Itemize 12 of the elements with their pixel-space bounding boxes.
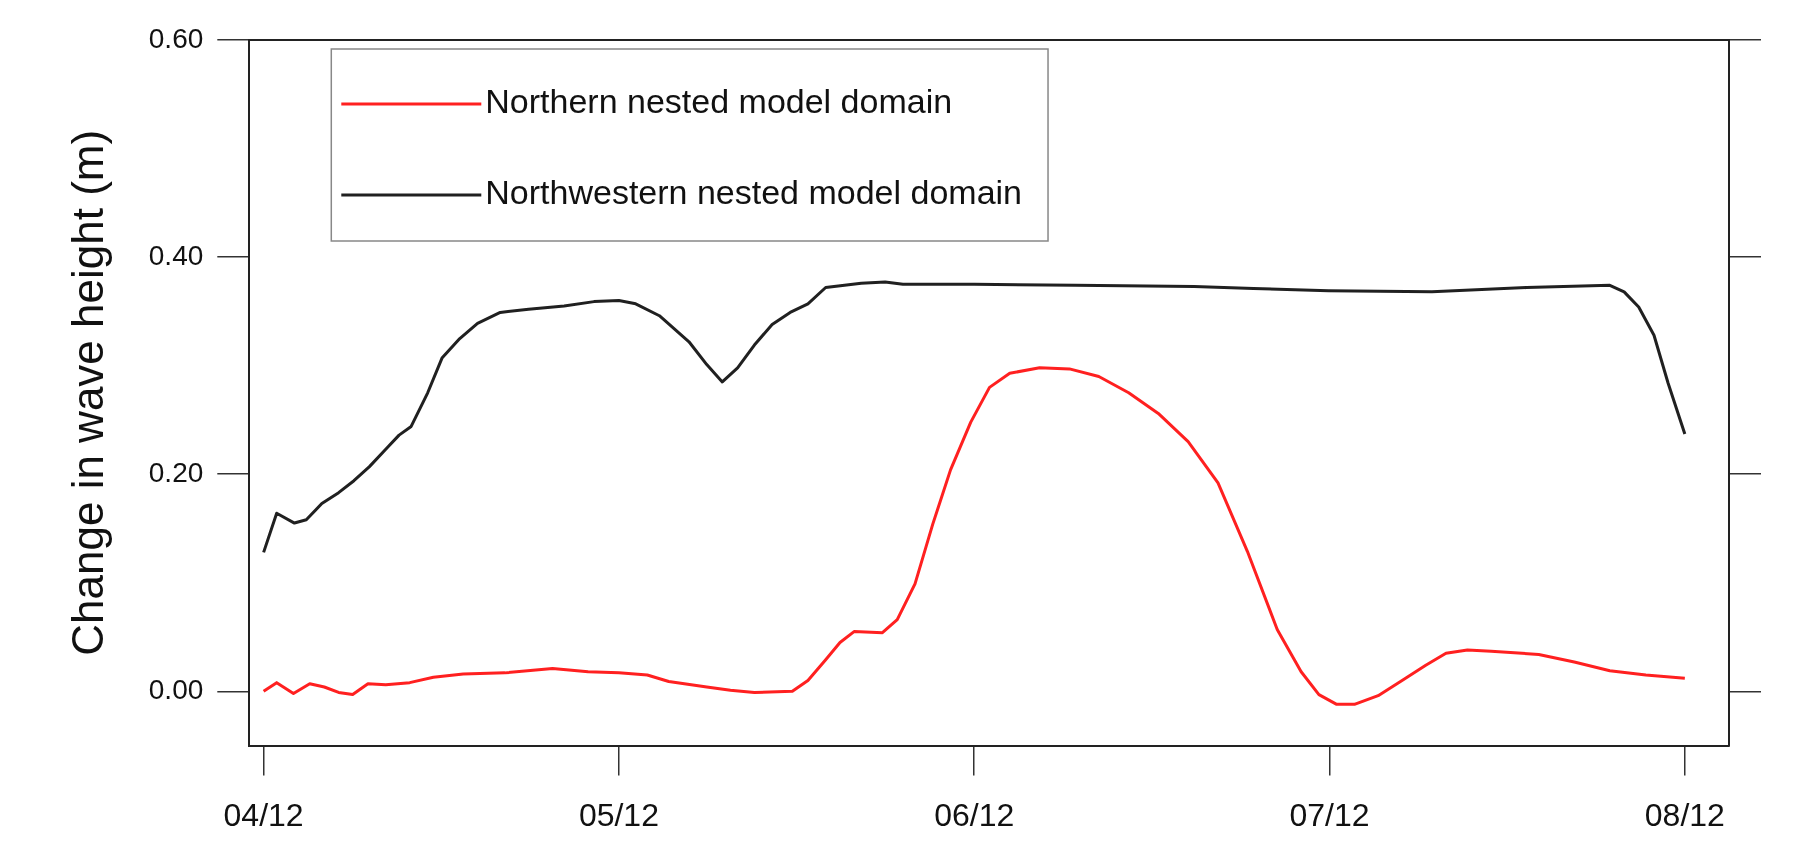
y-tick-label: 0.00 [148, 674, 204, 706]
x-tick-label: 04/12 [223, 796, 304, 833]
x-tick-label: 08/12 [1644, 796, 1725, 833]
x-tick-label: 07/12 [1289, 796, 1370, 833]
y-tick-label: 0.20 [148, 456, 204, 488]
y-tick-label: 0.40 [148, 239, 204, 271]
legend-label: Northwestern nested model domain [485, 173, 1023, 212]
legend-label: Northern nested model domain [485, 82, 953, 121]
y-axis-title: Change in wave height (m) [62, 129, 112, 656]
x-tick-label: 05/12 [578, 796, 659, 833]
y-tick-label: 0.60 [148, 22, 204, 54]
x-tick-label: 06/12 [934, 796, 1015, 833]
